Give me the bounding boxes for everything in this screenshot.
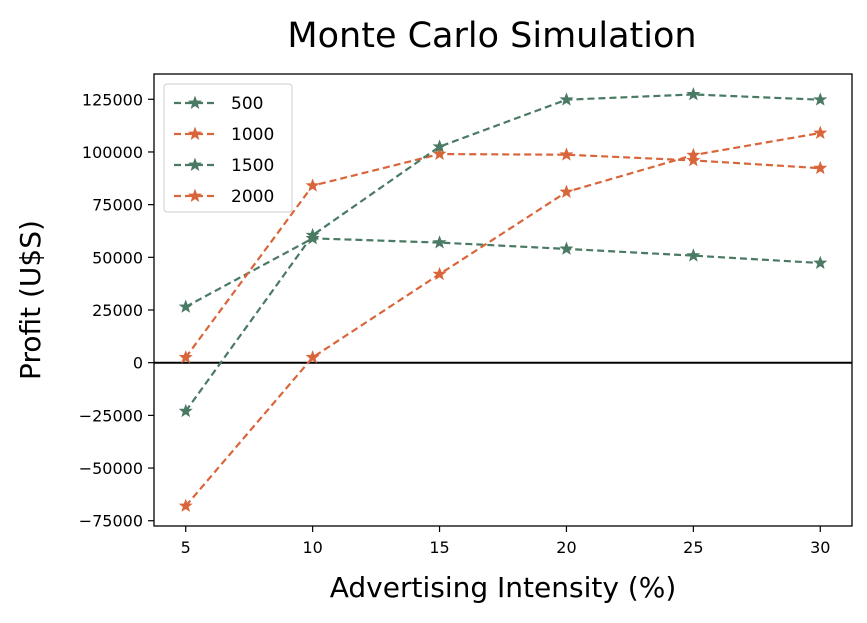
data-point-star: [813, 92, 828, 106]
legend-marker: [188, 188, 202, 202]
legend-item: 1500: [174, 156, 274, 176]
data-point-star: [178, 350, 193, 364]
series-line: [185, 237, 821, 308]
data-point-star: [686, 87, 701, 101]
data-point-star: [813, 255, 828, 269]
data-point-star: [305, 178, 320, 192]
x-tick-label: 30: [810, 538, 830, 557]
y-tick-label: −75000: [79, 512, 143, 531]
data-point-star: [686, 153, 701, 167]
legend-item: 1000: [174, 125, 274, 145]
data-point-star: [305, 227, 320, 242]
x-tick-label: 10: [302, 538, 322, 557]
legend-label: 1000: [231, 125, 274, 145]
x-axis-label: Advertising Intensity (%): [330, 571, 677, 604]
y-tick-label: 125000: [82, 90, 143, 109]
x-tick-label: 20: [556, 538, 576, 557]
series-line: [184, 152, 821, 359]
data-point-star: [813, 160, 828, 175]
y-tick-label: 75000: [92, 196, 143, 215]
y-tick-label: 25000: [92, 301, 143, 320]
y-tick-label: −50000: [79, 459, 143, 478]
series-1000: [178, 146, 828, 364]
data-point-star: [178, 299, 193, 313]
y-tick-label: −25000: [79, 406, 143, 425]
series-500: [178, 231, 828, 313]
data-point-star: [432, 235, 447, 249]
legend-label: 1500: [231, 156, 274, 176]
y-tick-label: 50000: [92, 248, 143, 267]
legend-item: 2000: [174, 187, 274, 207]
legend-frame: [163, 83, 293, 213]
legend-label: 2000: [231, 187, 274, 207]
data-point-star: [305, 350, 320, 364]
data-point-star: [813, 125, 828, 139]
x-tick-label: 25: [683, 538, 703, 557]
legend-item: 500: [174, 94, 263, 114]
legend-label: 500: [231, 94, 263, 114]
legend: 500 1000 1500 2000: [163, 83, 293, 213]
y-tick-label: 0: [133, 354, 143, 373]
data-point-star: [559, 241, 574, 255]
data-point-star: [559, 147, 574, 161]
legend-marker: [188, 126, 202, 140]
x-tick-label: 5: [181, 538, 191, 557]
series-1500: [178, 87, 828, 418]
data-point-star: [178, 498, 193, 512]
y-tick-label: 100000: [82, 143, 143, 162]
data-point-star: [686, 248, 701, 262]
data-point-star: [559, 184, 574, 198]
legend-marker: [188, 157, 202, 171]
series-line: [184, 131, 821, 507]
plot-area: 5 10 15 20 25 30 125000 100000 75000 50000 25000 0 −…: [79, 73, 853, 557]
y-axis-label: Profit (U$S): [14, 220, 47, 380]
data-point-star: [432, 139, 447, 153]
chart-title: Monte Carlo Simulation: [287, 16, 696, 56]
series-2000: [178, 125, 828, 512]
data-point-star: [178, 403, 193, 418]
data-point-star: [432, 146, 447, 161]
data-point-star: [432, 266, 447, 281]
legend-marker: [188, 95, 202, 109]
data-point-star: [559, 92, 574, 106]
data-point-star: [686, 147, 701, 162]
plot-frame: [153, 73, 853, 527]
x-tick-label: 15: [429, 538, 449, 557]
series-line: [184, 93, 821, 412]
